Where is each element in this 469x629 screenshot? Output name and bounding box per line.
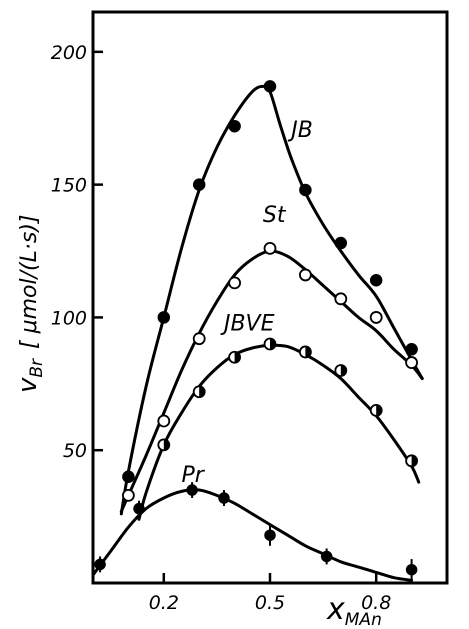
data-point — [122, 470, 135, 484]
series-label: JB — [287, 118, 313, 143]
data-point-half-fill — [199, 386, 205, 398]
data-point — [121, 488, 135, 502]
data-point — [369, 273, 383, 287]
data-point-half-fill — [340, 365, 347, 377]
y-tick-label: 200 — [51, 42, 87, 64]
data-point — [133, 502, 145, 515]
series-label: JBVE — [220, 312, 275, 337]
series-label: Pr — [182, 463, 206, 488]
data-point — [157, 414, 171, 428]
series-curve — [119, 249, 424, 513]
data-point — [334, 236, 348, 250]
data-point — [369, 311, 383, 324]
data-point — [157, 311, 171, 324]
data-point — [263, 241, 277, 255]
data-point-half-fill — [376, 404, 382, 416]
data-point — [334, 292, 348, 306]
y-tick-label: 150 — [51, 175, 87, 197]
data-point-half-fill — [411, 455, 418, 467]
data-point — [186, 484, 198, 496]
data-point — [264, 529, 276, 541]
y-tick-label: 50 — [63, 440, 87, 462]
series-jb: JB — [119, 80, 424, 516]
y-tick-label: 100 — [51, 307, 87, 329]
data-point — [299, 183, 312, 197]
series-curve — [137, 343, 421, 521]
y-axis-label-sub: Br — [27, 358, 47, 378]
x-tick-label: 0.2 — [149, 592, 179, 614]
series-pr: Pr — [91, 463, 418, 582]
data-point — [405, 343, 418, 356]
data-point — [320, 550, 333, 563]
x-tick-label: 0.5 — [255, 592, 285, 614]
data-point — [192, 332, 206, 346]
data-point-half-fill — [234, 351, 241, 363]
data-point-half-fill — [270, 338, 276, 350]
y-axis-label-main: v — [13, 377, 43, 393]
data-point — [192, 178, 206, 191]
x-axis-label-main: x — [326, 592, 345, 627]
data-point — [298, 268, 312, 282]
series-curve — [91, 488, 414, 582]
data-point-half-fill — [163, 439, 170, 451]
y-axis-label: vBr [ μmol/(L·s)] — [13, 215, 47, 394]
x-tick-label: 0.8 — [361, 592, 391, 614]
data-point — [228, 119, 241, 133]
series-jbve: JBVE — [137, 312, 421, 521]
x-axis-label-sub: MAn — [345, 610, 382, 629]
data-point — [263, 80, 277, 93]
data-point — [405, 563, 418, 576]
y-axis-label-unit: [ μmol/(L·s)] — [17, 215, 42, 349]
data-point — [405, 356, 419, 369]
series-label: St — [263, 203, 287, 228]
series-st: St — [119, 203, 424, 513]
data-point — [218, 492, 230, 504]
data-point-half-fill — [305, 346, 311, 358]
x-axis-label: xMAn — [326, 592, 382, 629]
data-point — [94, 558, 106, 571]
data-point — [228, 276, 242, 290]
